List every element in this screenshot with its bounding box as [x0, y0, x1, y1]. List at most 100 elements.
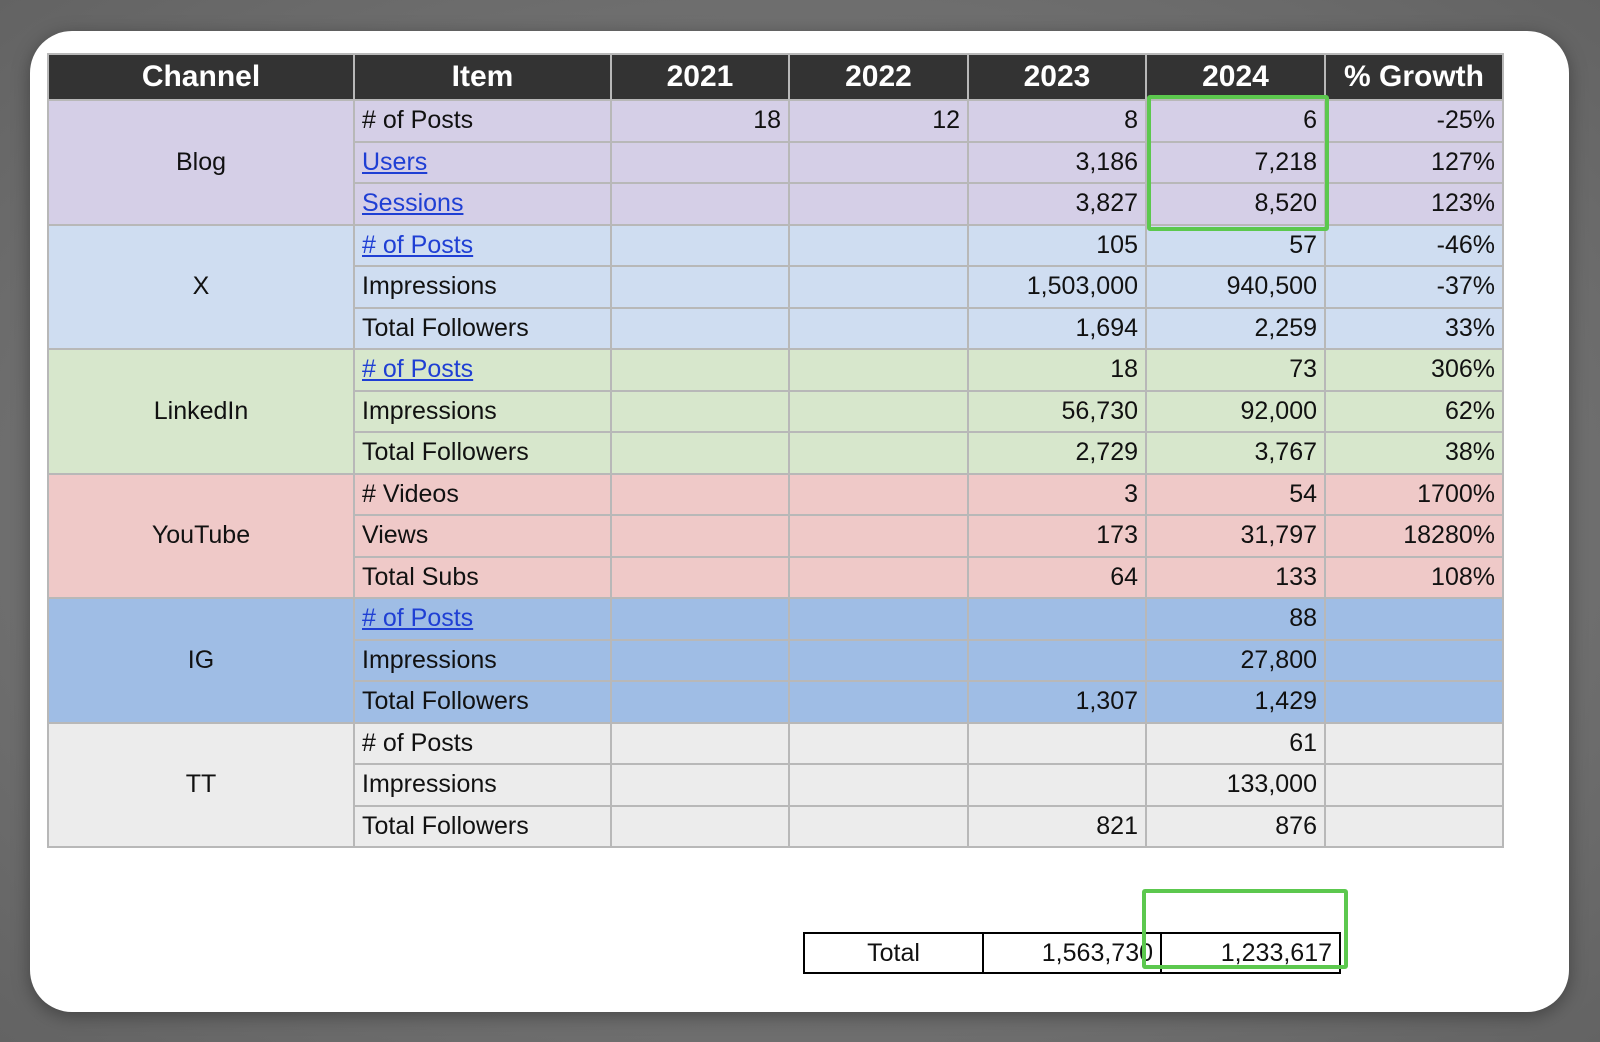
item-cell: Total Followers — [353, 680, 612, 724]
value-cell-y2022 — [788, 514, 969, 558]
item-cell: Total Followers — [353, 306, 612, 350]
item-cell: Sessions — [353, 182, 612, 226]
value-cell-y2023: 105 — [967, 223, 1147, 267]
channel-cell-youtube: YouTube — [47, 472, 355, 599]
header-growth: % Growth — [1324, 53, 1504, 101]
table-row: Impressions 133,000 — [48, 763, 1504, 807]
value-cell-y2023: 821 — [967, 804, 1147, 848]
item-cell: Views — [353, 514, 612, 558]
value-cell-y2021 — [610, 763, 790, 807]
value-cell-y2023: 18 — [967, 348, 1147, 392]
value-cell-y2022 — [788, 472, 969, 516]
value-cell-y2021 — [610, 721, 790, 765]
table-row: TT # of Posts 61 — [47, 721, 1504, 848]
value-cell-y2023: 2,729 — [967, 431, 1147, 475]
table-row: Total Subs 64 133 108% — [48, 555, 1504, 599]
item-cell: Users — [353, 140, 612, 184]
value-cell-y2023: 1,503,000 — [967, 265, 1147, 309]
value-cell-growth: 33% — [1324, 306, 1504, 350]
value-cell-growth: 38% — [1324, 431, 1504, 475]
value-cell-y2023 — [967, 638, 1147, 682]
item-cell: # of Posts — [353, 597, 612, 641]
value-cell-growth: 18280% — [1324, 514, 1504, 558]
table-row: IG # of Posts 88 — [47, 597, 1504, 724]
item-cell: Impressions — [353, 763, 612, 807]
item-cell: # of Posts — [353, 348, 612, 392]
value-cell-y2023: 64 — [967, 555, 1147, 599]
table-row: Sessions 3,827 8,520 123% — [48, 182, 1504, 226]
value-cell-y2024: 88 — [1145, 597, 1326, 641]
channel-cell-x: X — [47, 223, 355, 350]
value-cell-y2021: 18 — [610, 99, 790, 143]
value-cell-growth — [1324, 721, 1504, 765]
item-link[interactable]: Users — [362, 147, 428, 176]
item-cell: # of Posts — [353, 721, 612, 765]
value-cell-growth — [1324, 763, 1504, 807]
header-row: Channel Item 2021 2022 2023 2024 % Growt… — [47, 53, 1504, 101]
table-row: Impressions 56,730 92,000 62% — [48, 389, 1504, 433]
value-cell-y2022: 12 — [788, 99, 969, 143]
table-row: Views 173 31,797 18280% — [48, 514, 1504, 558]
table-row: Blog # of Posts 18 12 8 6 -25% — [47, 99, 1504, 226]
value-cell-y2021 — [610, 223, 790, 267]
item-cell: Impressions — [353, 389, 612, 433]
value-cell-y2024: 1,429 — [1145, 680, 1326, 724]
value-cell-y2021 — [610, 348, 790, 392]
table-row: Impressions 27,800 — [48, 638, 1504, 682]
item-link[interactable]: # of Posts — [362, 604, 474, 633]
value-cell-y2022 — [788, 638, 969, 682]
value-cell-y2023 — [967, 721, 1147, 765]
value-cell-y2024: 133,000 — [1145, 763, 1326, 807]
value-cell-y2024: 54 — [1145, 472, 1326, 516]
value-cell-y2023: 173 — [967, 514, 1147, 558]
value-cell-y2024: 940,500 — [1145, 265, 1326, 309]
value-cell-y2024: 61 — [1145, 721, 1326, 765]
value-cell-y2021 — [610, 638, 790, 682]
value-cell-y2022 — [788, 348, 969, 392]
value-cell-y2022 — [788, 265, 969, 309]
value-cell-y2024: 73 — [1145, 348, 1326, 392]
item-cell: Total Followers — [353, 431, 612, 475]
value-cell-y2022 — [788, 680, 969, 724]
item-link[interactable]: # of Posts — [362, 230, 474, 259]
totals-2024: 1,233,617 — [1160, 932, 1341, 974]
value-cell-y2021 — [610, 472, 790, 516]
header-2024: 2024 — [1145, 53, 1326, 101]
item-cell: Total Subs — [353, 555, 612, 599]
value-cell-y2023: 3,827 — [967, 182, 1147, 226]
table-row: Impressions 1,503,000 940,500 -37% — [48, 265, 1504, 309]
item-cell: # of Posts — [353, 223, 612, 267]
table-row: YouTube # Videos 3 54 1700% — [47, 472, 1504, 599]
value-cell-y2022 — [788, 223, 969, 267]
value-cell-growth: 1700% — [1324, 472, 1504, 516]
value-cell-y2022 — [788, 182, 969, 226]
value-cell-y2023: 3,186 — [967, 140, 1147, 184]
table-row: Total Followers 1,307 1,429 — [48, 680, 1504, 724]
header-channel: Channel — [47, 53, 355, 101]
value-cell-y2022 — [788, 389, 969, 433]
item-link[interactable]: # of Posts — [362, 355, 474, 384]
value-cell-y2024: 3,767 — [1145, 431, 1326, 475]
value-cell-y2021 — [610, 182, 790, 226]
channel-metrics-table: Channel Item 2021 2022 2023 2024 % Growt… — [47, 53, 1504, 848]
value-cell-y2022 — [788, 763, 969, 807]
item-cell: Impressions — [353, 265, 612, 309]
value-cell-growth: 127% — [1324, 140, 1504, 184]
value-cell-y2022 — [788, 431, 969, 475]
value-cell-y2022 — [788, 306, 969, 350]
value-cell-y2021 — [610, 389, 790, 433]
totals-table: Total 1,563,730 1,233,617 — [803, 932, 1341, 974]
value-cell-y2021 — [610, 431, 790, 475]
value-cell-y2024: 57 — [1145, 223, 1326, 267]
value-cell-y2021 — [610, 306, 790, 350]
value-cell-y2023: 8 — [967, 99, 1147, 143]
item-link[interactable]: Sessions — [362, 189, 464, 218]
value-cell-y2024: 7,218 — [1145, 140, 1326, 184]
value-cell-y2022 — [788, 597, 969, 641]
value-cell-y2022 — [788, 555, 969, 599]
totals-label: Total — [803, 932, 984, 974]
value-cell-growth: 108% — [1324, 555, 1504, 599]
value-cell-y2024: 92,000 — [1145, 389, 1326, 433]
value-cell-growth: 123% — [1324, 182, 1504, 226]
table-row: LinkedIn # of Posts 18 73 306% — [47, 348, 1504, 475]
